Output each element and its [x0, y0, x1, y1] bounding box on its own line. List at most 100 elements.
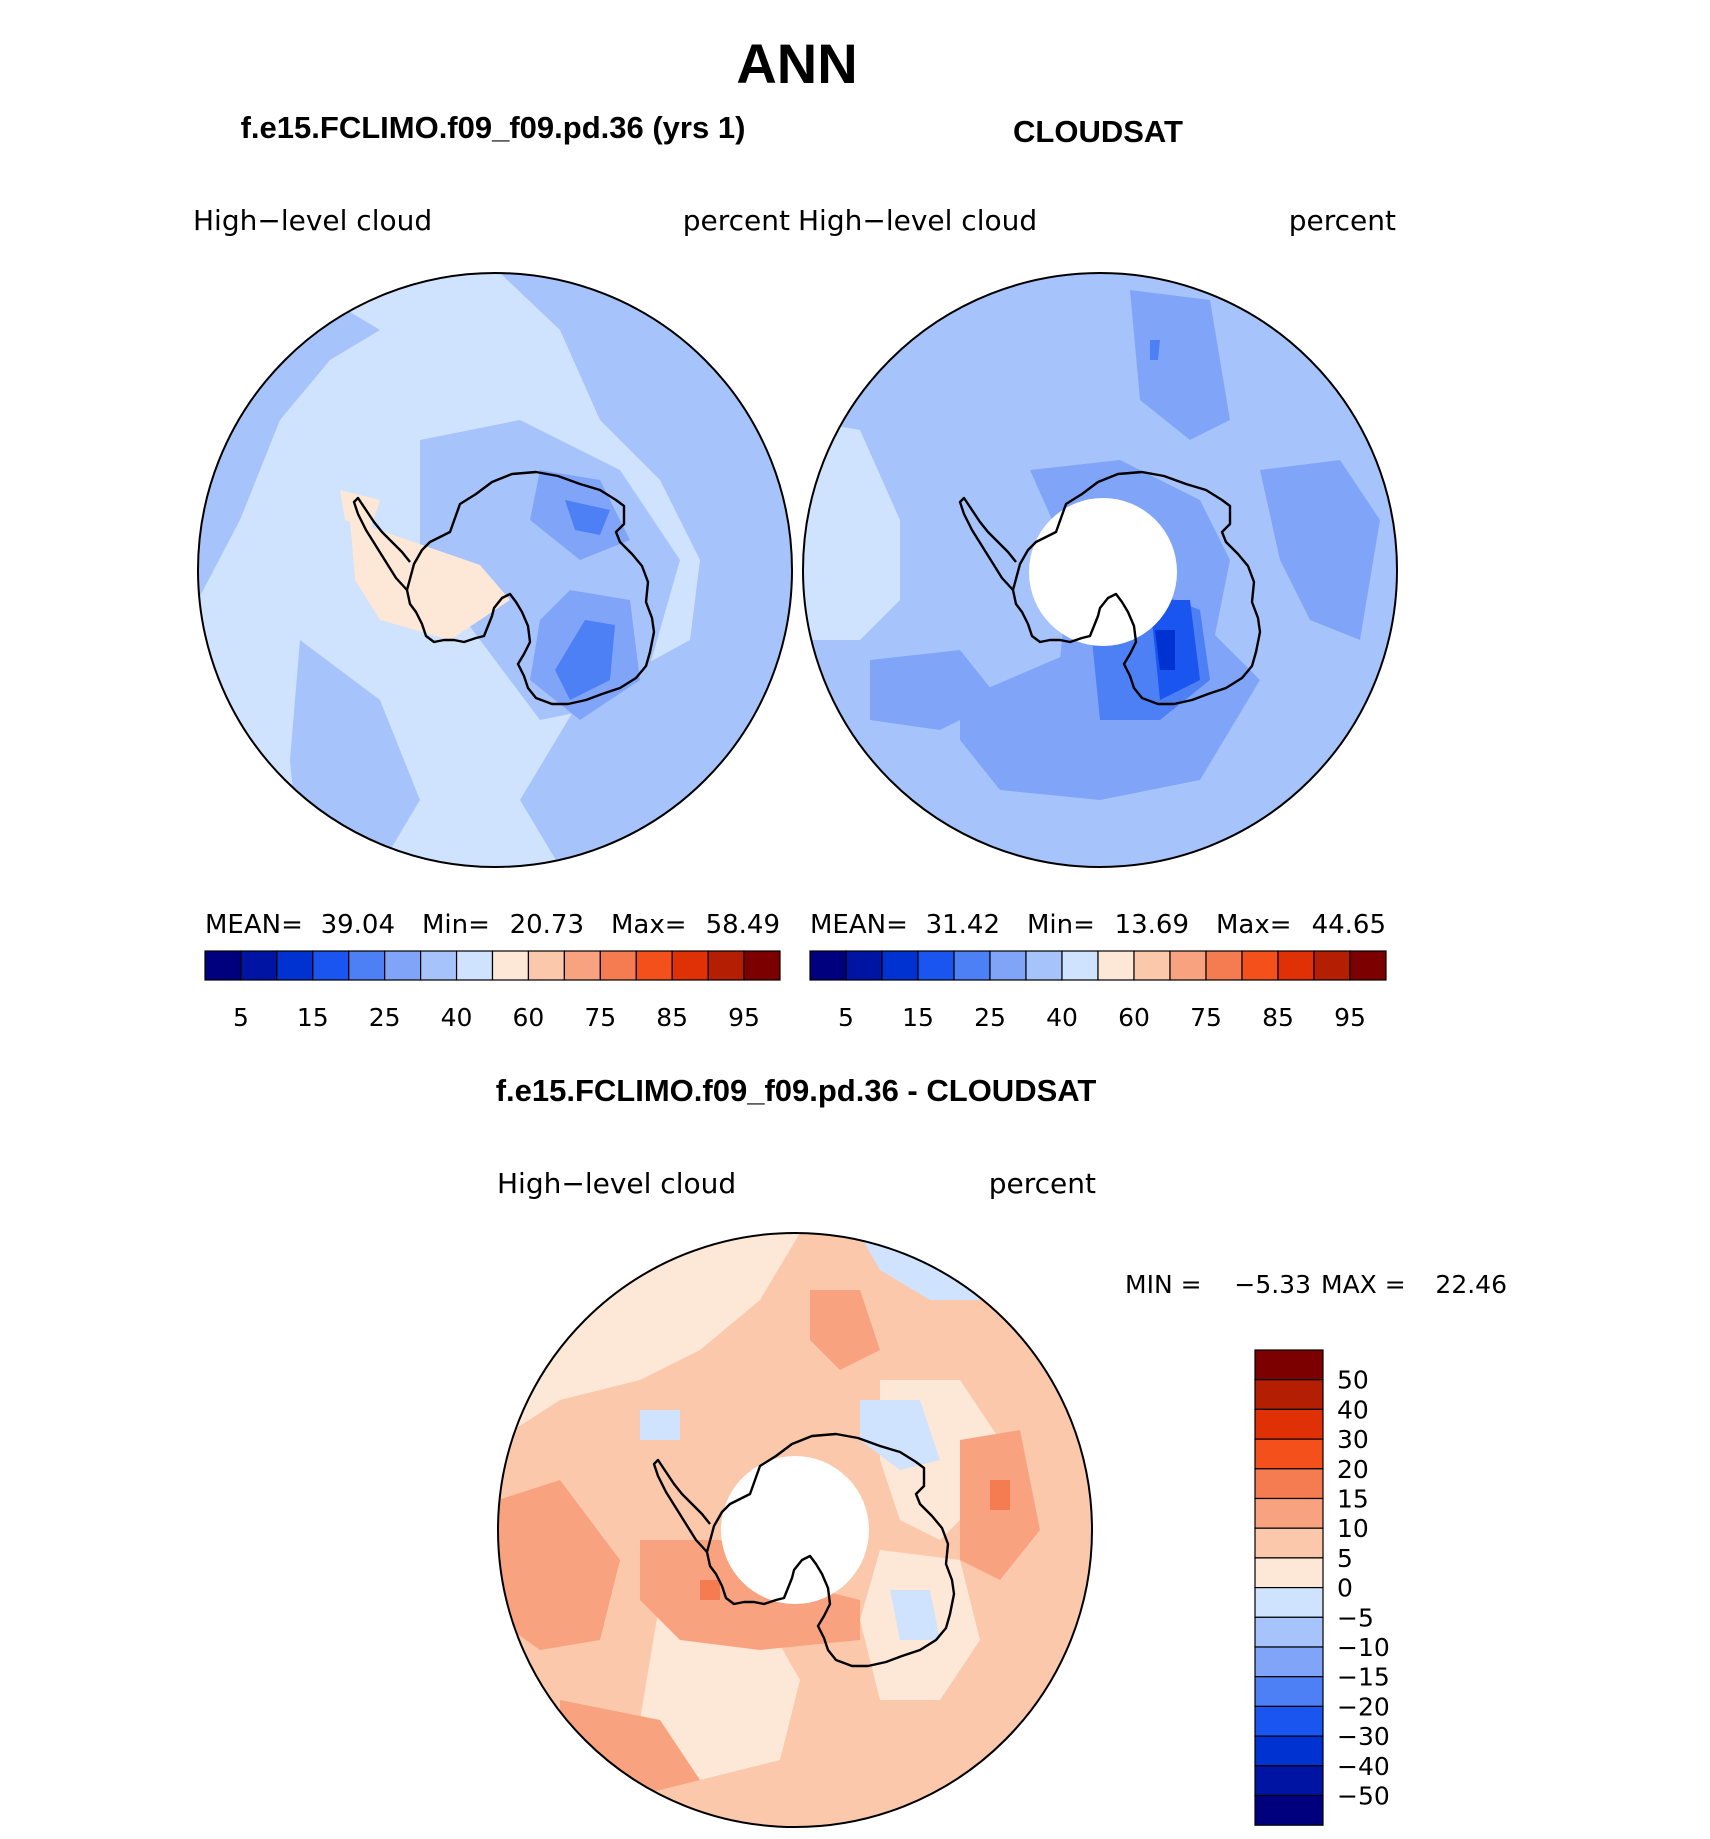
- diff-min-label: MIN =: [1125, 1270, 1202, 1299]
- panel-a-units: percent: [683, 204, 790, 237]
- diff-variable: High−level cloud: [497, 1167, 736, 1200]
- panel-a-max-value: 58.49: [706, 910, 780, 940]
- panel-a-heading: f.e15.FCLIMO.f09_f09.pd.36 (yrs 1): [241, 110, 746, 145]
- panel-b-colorbar-tick-label: 25: [974, 1003, 1006, 1032]
- panel-b-colorbar-swatch: [1133, 950, 1171, 981]
- panel-b-colorbar-swatch: [1277, 950, 1315, 981]
- panel-a-colorbar-swatch: [420, 950, 458, 981]
- panel-b-colorbar-tick-label: 40: [1046, 1003, 1078, 1032]
- panel-a-max-label: Max=: [611, 910, 687, 940]
- panel-b-colorbar-swatch: [953, 950, 991, 981]
- panel-a-colorbar-tick-label: 40: [441, 1003, 473, 1032]
- panel-b-colorbar-tick-label: 15: [902, 1003, 934, 1032]
- diff-units: percent: [989, 1167, 1096, 1200]
- diff-colorbar-tick-label: 20: [1337, 1455, 1369, 1484]
- diff-max-label: MAX =: [1321, 1270, 1406, 1299]
- diff-colorbar-swatch: [1254, 1586, 1324, 1618]
- panel-a-colorbar-swatch: [204, 950, 242, 981]
- panel-b-mean-label: MEAN=: [810, 910, 908, 940]
- diff-colorbar-tick-label: −30: [1337, 1722, 1390, 1751]
- panel-a-map: [197, 272, 793, 868]
- panel-b-colorbar-tick-label: 75: [1190, 1003, 1222, 1032]
- diff-colorbar-swatch: [1254, 1794, 1324, 1826]
- panel-a-colorbar-swatch: [455, 950, 494, 981]
- panel-b-colorbar-swatch: [809, 950, 847, 981]
- panel-b-max-label: Max=: [1216, 910, 1292, 940]
- panel-a-colorbar-tick-label: 5: [233, 1003, 249, 1032]
- diff-colorbar-tick-label: 40: [1337, 1395, 1369, 1424]
- panel-a-mean-label: MEAN=: [205, 910, 303, 940]
- diff-colorbar-tick-label: −40: [1337, 1752, 1390, 1781]
- panel-a-variable: High−level cloud: [193, 204, 432, 237]
- diff-colorbar-swatch: [1254, 1438, 1324, 1470]
- diff-colorbar-swatch: [1254, 1379, 1324, 1410]
- panel-a-colorbar-swatch: [599, 950, 637, 981]
- panel-b-units: percent: [1289, 204, 1396, 237]
- panel-a-colorbar-swatch: [635, 950, 673, 981]
- panel-b-colorbar: 5 15 25 40 60 75 85 95: [809, 950, 1387, 1032]
- panel-b-heading: CLOUDSAT: [1013, 114, 1183, 149]
- panel-a-colorbar-swatch: [348, 950, 386, 981]
- panel-a-colorbar-swatch: [527, 950, 565, 981]
- panel-a-colorbar-swatch: [563, 950, 601, 981]
- panel-b-colorbar-swatch: [845, 950, 883, 981]
- panel-b-colorbar-swatch: [1097, 950, 1135, 981]
- diff-max-value: 22.46: [1435, 1270, 1507, 1299]
- diff-colorbar-tick-label: −20: [1337, 1692, 1390, 1721]
- panel-a-colorbar-swatch: [491, 950, 530, 981]
- panel-a-colorbar-tick-label: 15: [297, 1003, 329, 1032]
- diff-colorbar-tick-label: 50: [1337, 1366, 1369, 1395]
- diff-colorbar-tick-label: 0: [1337, 1574, 1353, 1603]
- diff-min-value: −5.33: [1234, 1270, 1311, 1299]
- diff-heading: f.e15.FCLIMO.f09_f09.pd.36 - CLOUDSAT: [496, 1073, 1097, 1108]
- figure-title: ANN: [736, 32, 857, 95]
- panel-a-colorbar-swatch: [707, 950, 745, 981]
- panel-a-colorbar: 5 15 25 40 60 75 85 95: [204, 950, 781, 1032]
- diff-colorbar-swatch: [1254, 1408, 1324, 1440]
- diff-colorbar-tick-label: −50: [1337, 1782, 1390, 1811]
- panel-a-colorbar-tick-label: 85: [656, 1003, 688, 1032]
- diff-colorbar-swatch: [1254, 1705, 1324, 1737]
- diff-map: [497, 1232, 1093, 1828]
- panel-b-colorbar-swatch: [881, 950, 919, 981]
- panel-b-colorbar-swatch: [1061, 950, 1099, 981]
- diff-colorbar-swatch: [1254, 1497, 1324, 1529]
- panel-a-colorbar-tick-label: 60: [513, 1003, 545, 1032]
- panel-b-colorbar-swatch: [1349, 950, 1387, 981]
- diff-colorbar-swatch: [1254, 1735, 1324, 1767]
- panel-b-stats: MEAN= 31.42 Min= 13.69 Max= 44.65: [810, 910, 1386, 940]
- panel-a-min-label: Min=: [422, 910, 490, 940]
- panel-b-max-value: 44.65: [1312, 910, 1386, 940]
- panel-b-colorbar-swatch: [989, 950, 1027, 981]
- panel-a-colorbar-swatch: [743, 950, 781, 981]
- diff-colorbar-swatch: [1254, 1676, 1324, 1707]
- diff-colorbar-tick-label: −15: [1337, 1663, 1390, 1692]
- diff-colorbar-tick-label: 30: [1337, 1425, 1369, 1454]
- diff-colorbar-tick-label: 15: [1337, 1485, 1369, 1514]
- diff-colorbar-swatch: [1254, 1349, 1324, 1381]
- panel-b-colorbar-tick-label: 85: [1262, 1003, 1294, 1032]
- diff-colorbar-swatch: [1254, 1527, 1324, 1559]
- panel-b-colorbar-swatch: [1313, 950, 1351, 981]
- panel-b-colorbar-swatch: [1241, 950, 1279, 981]
- diff-colorbar-swatch: [1254, 1616, 1324, 1648]
- panel-b-colorbar-swatch: [917, 950, 955, 981]
- diff-colorbar-tick-label: −10: [1337, 1633, 1390, 1662]
- panel-b-map: [802, 272, 1398, 868]
- diff-colorbar-swatch: [1254, 1646, 1324, 1678]
- diff-colorbar-swatch: [1254, 1557, 1324, 1589]
- diff-colorbar-tick-label: 5: [1337, 1544, 1353, 1573]
- panel-b-colorbar-swatch: [1025, 950, 1063, 981]
- panel-a-stats: MEAN= 39.04 Min= 20.73 Max= 58.49: [205, 910, 780, 940]
- diff-colorbar-swatch: [1254, 1765, 1324, 1797]
- panel-a-mean-value: 39.04: [321, 910, 395, 940]
- panel-b-colorbar-tick-label: 95: [1334, 1003, 1366, 1032]
- panel-b-min-value: 13.69: [1115, 910, 1189, 940]
- panel-a-colorbar-tick-label: 95: [728, 1003, 760, 1032]
- panel-b-variable: High−level cloud: [798, 204, 1037, 237]
- panel-a-min-value: 20.73: [510, 910, 584, 940]
- panel-a-colorbar-swatch: [384, 950, 422, 981]
- panel-a-colorbar-tick-label: 25: [369, 1003, 401, 1032]
- panel-b-mean-value: 31.42: [926, 910, 1000, 940]
